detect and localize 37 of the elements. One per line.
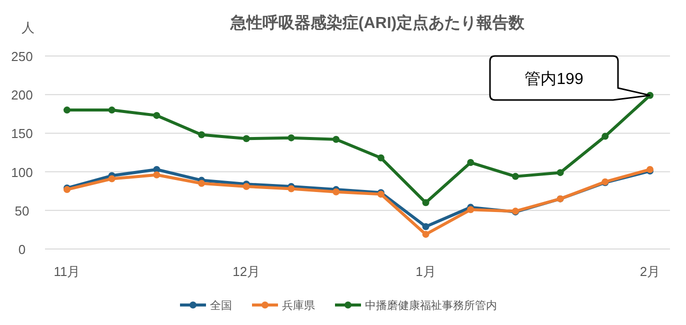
point bbox=[153, 171, 160, 178]
y-axis-title: 人 bbox=[22, 20, 34, 35]
point bbox=[377, 154, 384, 162]
point bbox=[467, 159, 474, 166]
x-tick-label: 2月 bbox=[640, 264, 660, 279]
point bbox=[242, 135, 250, 142]
annotation: 管内199 bbox=[524, 70, 584, 88]
point bbox=[64, 106, 70, 114]
legend-label: 全国 bbox=[210, 300, 232, 312]
point bbox=[512, 172, 519, 180]
point bbox=[467, 206, 474, 214]
chart-title: 急性呼吸器感染症(ARI)定点あたり報告数 bbox=[229, 14, 526, 32]
legend-label: 兵庫県 bbox=[282, 299, 315, 312]
point bbox=[153, 112, 160, 119]
y-tick-label: 50 bbox=[14, 203, 30, 218]
point bbox=[288, 185, 295, 192]
x-tick-label: 12月 bbox=[232, 264, 260, 279]
y-tick-label: 0 bbox=[18, 242, 26, 257]
point bbox=[198, 131, 206, 138]
point bbox=[108, 175, 116, 182]
point bbox=[288, 134, 295, 142]
y-tick-label: 250 bbox=[11, 49, 33, 64]
y-tick-label: 100 bbox=[11, 164, 33, 180]
y-tick-label: 150 bbox=[11, 126, 33, 142]
point bbox=[422, 199, 430, 206]
point bbox=[422, 230, 430, 238]
x-tick-label: 11月 bbox=[54, 264, 80, 279]
point bbox=[556, 169, 564, 176]
y-tick-label: 200 bbox=[11, 88, 33, 103]
point bbox=[602, 132, 609, 140]
x-tick-label: 1月 bbox=[416, 264, 436, 279]
point bbox=[332, 136, 340, 143]
point bbox=[422, 223, 430, 230]
legend-label: 中播磨健康福祉事務所管内 bbox=[365, 299, 497, 312]
point bbox=[198, 180, 206, 187]
point bbox=[108, 106, 116, 114]
annotation: 管内199 bbox=[489, 55, 651, 101]
